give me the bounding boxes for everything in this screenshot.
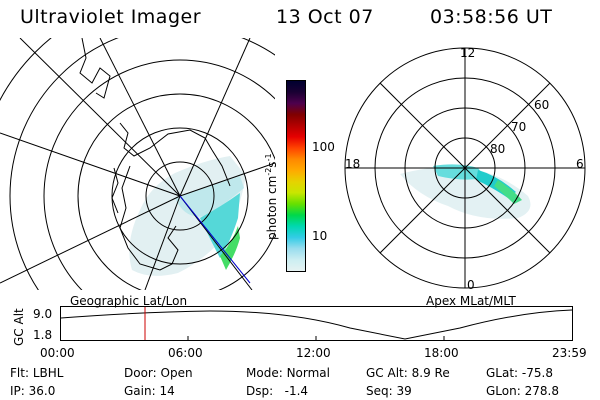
time-tick-1200: 12:00 [296, 346, 331, 360]
seq-readout: Seq: 39 [366, 384, 412, 398]
gain-readout: Gain: 14 [124, 384, 175, 398]
instrument-title: Ultraviolet Imager [20, 6, 202, 28]
altitude-tick-9: 9.0 [33, 307, 53, 321]
geographic-caption: Geographic Lat/Lon [70, 294, 188, 308]
door-readout: Door: Open [124, 366, 193, 380]
magnetic-caption: Apex MLat/MLT [426, 294, 516, 308]
mlt-label-0: 0 [467, 278, 475, 292]
mlt-label-18: 18 [345, 157, 361, 171]
time-tick-0600: 06:00 [168, 346, 203, 360]
altitude-tick-1-8: 1.8 [33, 328, 53, 342]
mlat-label-60: 60 [534, 98, 550, 112]
dsp-readout: Dsp: -1.4 [246, 384, 309, 398]
colorbar-unit-label: photon cm-2s-1 [264, 153, 279, 240]
colorbar-tick-10: 10 [312, 229, 328, 243]
time-label: 03:58:56 UT [430, 6, 553, 28]
date-label: 13 Oct 07 [276, 6, 374, 28]
altitude-timeline [60, 306, 573, 341]
glat-readout: GLat: -75.8 [486, 366, 553, 380]
gc-alt-readout: GC Alt: 8.9 Re [366, 366, 450, 380]
glon-readout: GLon: 278.8 [486, 384, 559, 398]
time-tick-2359: 23:59 [552, 346, 587, 360]
altitude-axis-title: GC Alt [12, 308, 26, 346]
time-tick-0000: 00:00 [40, 346, 75, 360]
filter-readout: Flt: LBHL [10, 366, 64, 380]
ip-readout: IP: 36.0 [10, 384, 56, 398]
colorbar [286, 80, 306, 272]
mlt-label-12: 12 [460, 46, 476, 60]
mlat-label-70: 70 [511, 120, 527, 134]
magnetic-polar-plot [344, 47, 586, 289]
mode-readout: Mode: Normal [246, 366, 330, 380]
colorbar-tick-100: 100 [312, 140, 335, 154]
geographic-map [0, 38, 275, 290]
mlt-label-6: 6 [576, 157, 584, 171]
mlat-label-80: 80 [490, 142, 506, 156]
time-tick-1800: 18:00 [424, 346, 459, 360]
